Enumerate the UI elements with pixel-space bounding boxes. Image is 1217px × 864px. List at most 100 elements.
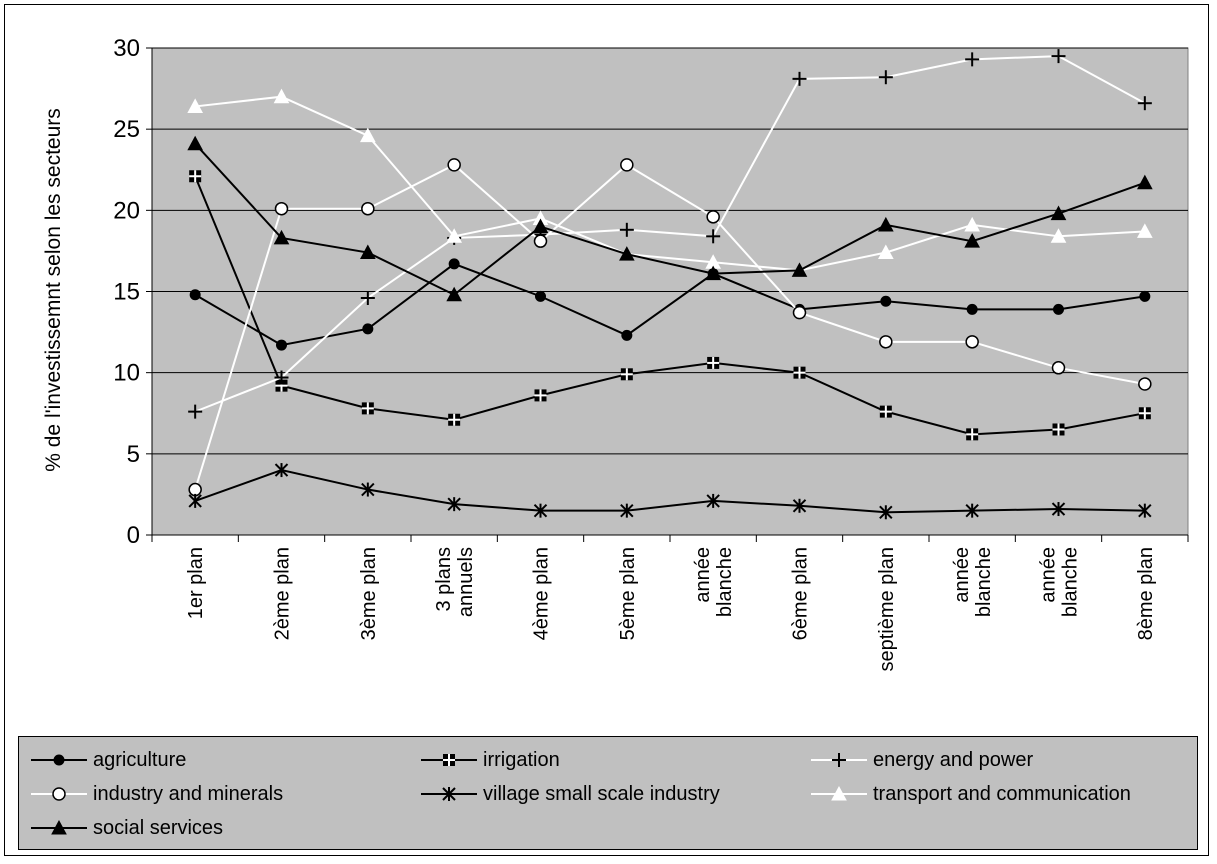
data-point-marker bbox=[361, 482, 375, 497]
legend-item: irrigation bbox=[419, 744, 560, 776]
data-point-marker bbox=[880, 295, 892, 307]
data-point-marker bbox=[534, 389, 547, 402]
data-point-marker bbox=[273, 88, 290, 104]
data-point-marker bbox=[1136, 223, 1153, 238]
legend-label: village small scale industry bbox=[483, 782, 720, 805]
y-tick-label: 15 bbox=[113, 279, 140, 306]
data-point-marker bbox=[620, 158, 634, 172]
series-line bbox=[194, 55, 1146, 413]
data-point-marker bbox=[966, 303, 978, 315]
data-point-marker bbox=[1050, 205, 1067, 221]
data-point-marker bbox=[447, 497, 461, 512]
data-point-marker bbox=[187, 135, 204, 151]
data-point-marker bbox=[446, 228, 463, 243]
data-point-marker bbox=[362, 323, 374, 335]
data-point-marker bbox=[706, 229, 721, 244]
data-point-marker bbox=[1139, 290, 1151, 302]
y-axis-label: % de l'investissemnt selon les secteurs bbox=[42, 108, 65, 472]
data-point-marker bbox=[442, 787, 456, 801]
data-point-marker bbox=[964, 233, 981, 248]
data-point-marker bbox=[533, 503, 548, 518]
data-point-marker bbox=[273, 229, 290, 245]
x-tick-label: 1er plan bbox=[185, 547, 207, 619]
series-line bbox=[194, 262, 1145, 347]
data-point-marker bbox=[359, 127, 376, 143]
y-tick-label: 20 bbox=[113, 197, 140, 224]
data-point-marker bbox=[51, 819, 67, 835]
series-energy-and-power bbox=[188, 49, 1152, 419]
data-point-marker bbox=[965, 503, 979, 518]
data-point-marker bbox=[1053, 303, 1064, 315]
data-point-marker bbox=[188, 482, 202, 497]
data-point-marker bbox=[188, 493, 202, 508]
data-point-marker bbox=[535, 290, 546, 302]
data-point-marker bbox=[1138, 407, 1151, 420]
y-axis-ticks: 0 5 10 15 20 25 30 bbox=[113, 35, 152, 549]
legend-item: agriculture bbox=[29, 744, 186, 776]
gridlines bbox=[152, 47, 1188, 455]
data-point-marker bbox=[276, 339, 287, 351]
series-industry-and-minerals bbox=[188, 158, 1152, 497]
legend-swatch bbox=[31, 819, 87, 835]
data-point-marker bbox=[791, 262, 808, 277]
legend-label: social services bbox=[93, 816, 224, 839]
data-point-marker bbox=[620, 503, 634, 518]
x-tick-label: blanche bbox=[973, 547, 995, 617]
series-irrigation bbox=[189, 170, 1151, 441]
data-point-marker bbox=[274, 370, 289, 385]
x-axis-ticks: 1er plan 2ème plan 3ème plan 3 plans annuels… bbox=[151, 535, 1189, 672]
data-point-marker bbox=[1051, 361, 1066, 375]
x-tick-label: 8ème plan bbox=[1135, 547, 1157, 640]
data-point-marker bbox=[965, 335, 979, 349]
data-point-marker bbox=[792, 305, 807, 320]
data-point-marker bbox=[1050, 228, 1067, 243]
data-point-marker bbox=[446, 286, 463, 302]
data-point-marker bbox=[1052, 423, 1065, 436]
series-line bbox=[194, 469, 1145, 514]
legend: agriculture irrigation energy and power ind… bbox=[18, 736, 1198, 850]
data-point-marker bbox=[53, 754, 65, 766]
x-tick-label: 4ème plan bbox=[531, 547, 553, 640]
x-tick-label: septième plan bbox=[876, 547, 898, 672]
data-point-marker bbox=[1138, 377, 1152, 391]
data-point-marker bbox=[274, 463, 289, 478]
data-point-marker bbox=[620, 368, 633, 381]
data-point-marker bbox=[792, 71, 807, 86]
x-tick-label: 5ème plan bbox=[617, 547, 639, 640]
legend-label: irrigation bbox=[483, 748, 560, 771]
legend-item: village small scale industry bbox=[419, 778, 720, 810]
data-point-marker bbox=[619, 222, 634, 237]
series-line bbox=[194, 163, 1146, 490]
legend-swatch bbox=[31, 787, 87, 801]
data-point-marker bbox=[706, 210, 720, 224]
data-point-marker bbox=[965, 52, 980, 67]
data-point-marker bbox=[877, 216, 894, 232]
data-point-marker bbox=[533, 234, 548, 248]
data-point-marker bbox=[1136, 174, 1153, 190]
data-point-marker bbox=[1051, 502, 1066, 517]
data-point-marker bbox=[879, 335, 893, 349]
data-point-marker bbox=[360, 290, 375, 305]
series-line bbox=[194, 143, 1146, 296]
legend-label: transport and communication bbox=[873, 782, 1131, 805]
x-tick-label: année bbox=[951, 547, 973, 603]
data-point-marker bbox=[52, 787, 66, 801]
y-tick-label: 25 bbox=[113, 116, 140, 143]
legend-label: agriculture bbox=[93, 748, 187, 771]
data-point-marker bbox=[879, 405, 892, 418]
data-point-marker bbox=[189, 170, 202, 183]
data-point-marker bbox=[443, 754, 455, 766]
x-tick-label: 2ème plan bbox=[272, 547, 294, 640]
data-point-marker bbox=[877, 244, 894, 260]
series-line bbox=[194, 175, 1146, 436]
y-tick-label: 0 bbox=[127, 522, 140, 549]
x-tick-label: blanche bbox=[1060, 547, 1082, 617]
data-point-marker bbox=[189, 289, 201, 301]
legend-swatch bbox=[811, 753, 867, 767]
data-point-marker bbox=[621, 329, 633, 341]
data-point-marker bbox=[707, 356, 720, 369]
legend-item: industry and minerals bbox=[29, 778, 283, 810]
legend-label: energy and power bbox=[873, 748, 1034, 771]
x-tick-label: 3ème plan bbox=[358, 547, 380, 640]
x-tick-label: annuels bbox=[455, 547, 477, 617]
